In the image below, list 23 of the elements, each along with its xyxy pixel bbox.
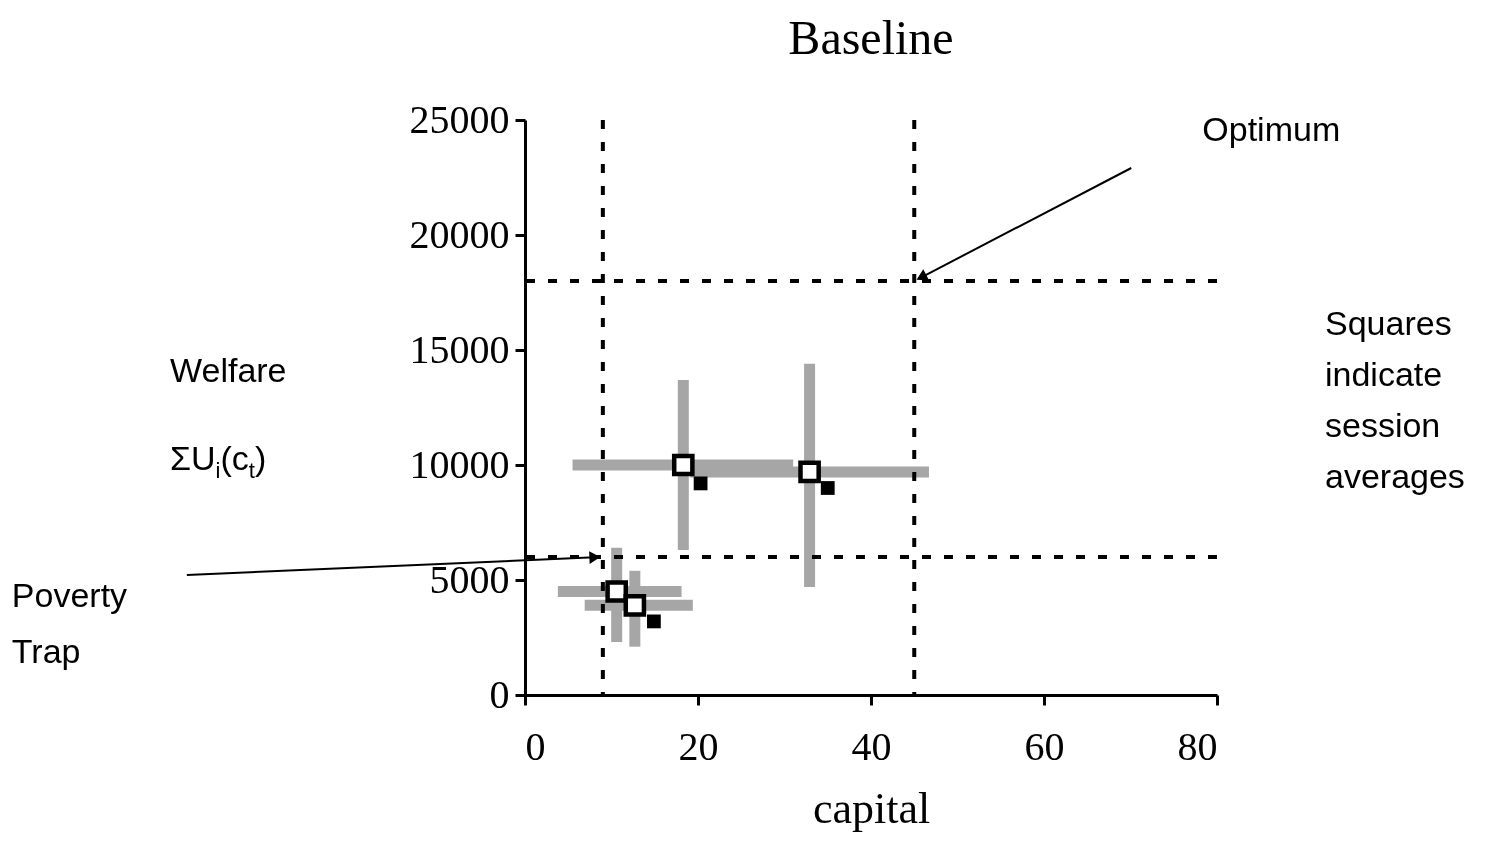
point [623,593,647,617]
point [605,580,629,603]
x-tick-label: 0 [525,723,546,769]
x-tick-label: 80 [1177,723,1218,769]
x-tick-label: 40 [851,723,892,769]
x-axis-title: capital [812,783,931,833]
y-tick-label: 25000 [409,96,510,142]
y-tick-label: 5000 [429,556,510,602]
y-tick-label: 0 [489,671,510,717]
x-tick-label: 60 [1024,723,1065,769]
y-tick-label: 15000 [409,326,510,372]
point [798,460,821,484]
text: Poverty Trap [11,576,128,670]
annotation: Optimum [1202,110,1341,148]
y-tick-label: 20000 [409,211,510,257]
point [646,614,661,629]
x-tick-label: 20 [678,723,719,769]
text: Welfare ΣU$_{i}$(c$_{t}$) [170,351,287,483]
point [671,453,695,477]
chart-title: Baseline [788,11,954,64]
text: Squares indicate session averages [1325,304,1465,495]
point [820,481,835,495]
y-tick-label: 10000 [409,441,510,487]
